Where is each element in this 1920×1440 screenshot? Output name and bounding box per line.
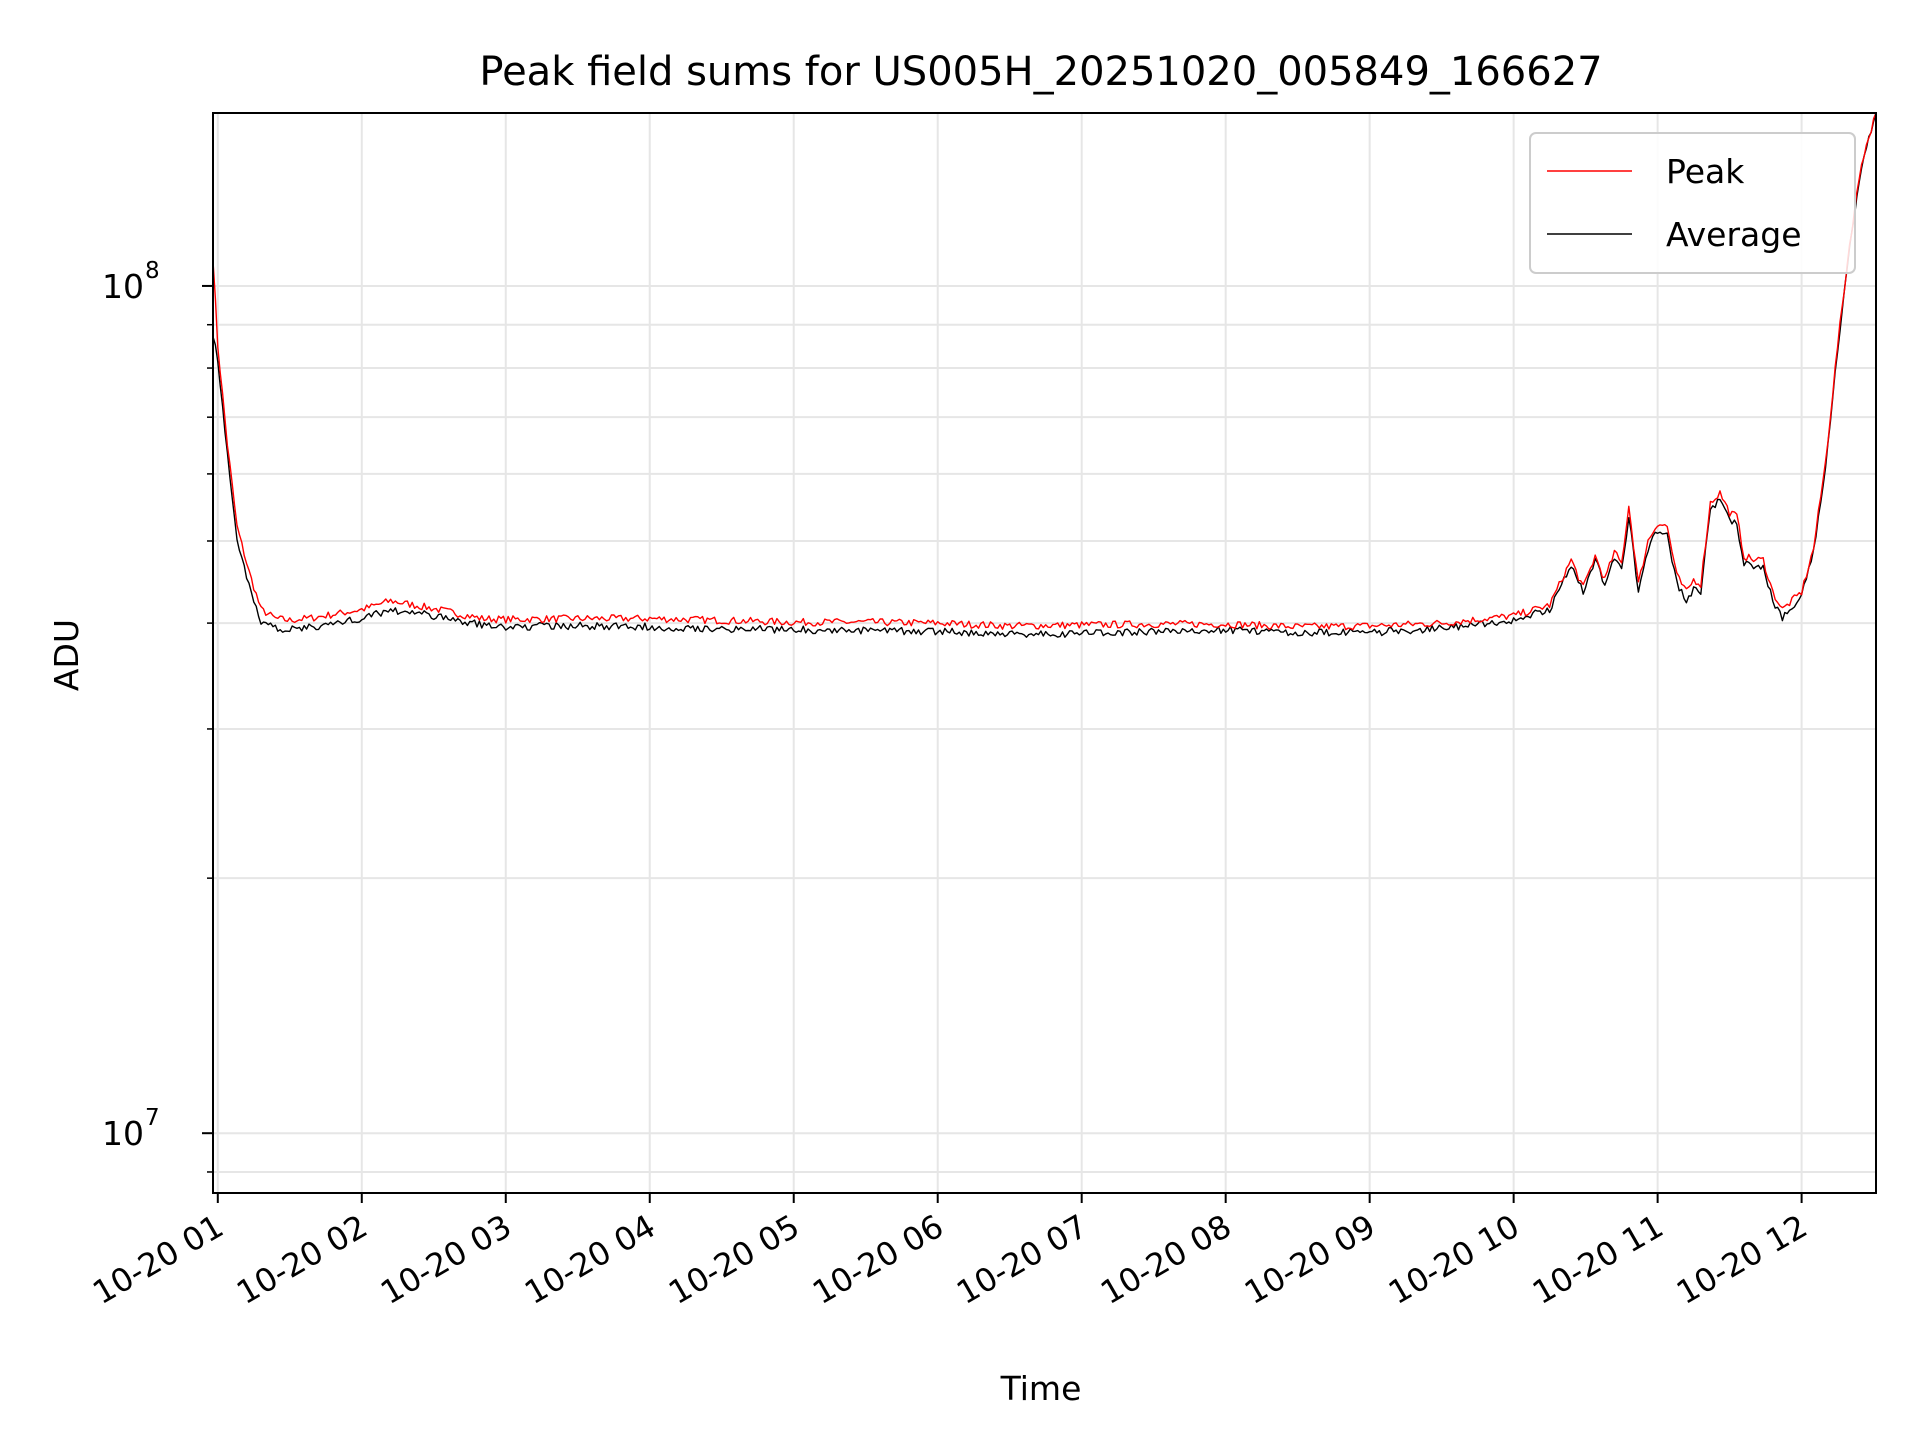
grid xyxy=(213,113,1876,1193)
y-tick-label-1: 10 xyxy=(102,267,144,306)
y-tick-exponent-0: 7 xyxy=(145,1105,160,1131)
chart-title: Peak field sums for US005H_20251020_0058… xyxy=(479,49,1602,95)
y-tick-label-0: 10 xyxy=(102,1114,144,1153)
y-tick-exponent-1: 8 xyxy=(145,258,160,284)
legend-label-peak: Peak xyxy=(1666,152,1745,191)
plot-frame xyxy=(212,112,1877,1194)
y-axis-label: ADU xyxy=(47,619,86,691)
x-axis-label: Time xyxy=(1000,1369,1082,1408)
legend-box xyxy=(1529,132,1856,274)
legend-label-average: Average xyxy=(1666,215,1802,254)
series-lines xyxy=(212,112,1877,638)
series-line-peak xyxy=(212,112,1877,631)
legend: Peak Average xyxy=(1529,132,1856,274)
